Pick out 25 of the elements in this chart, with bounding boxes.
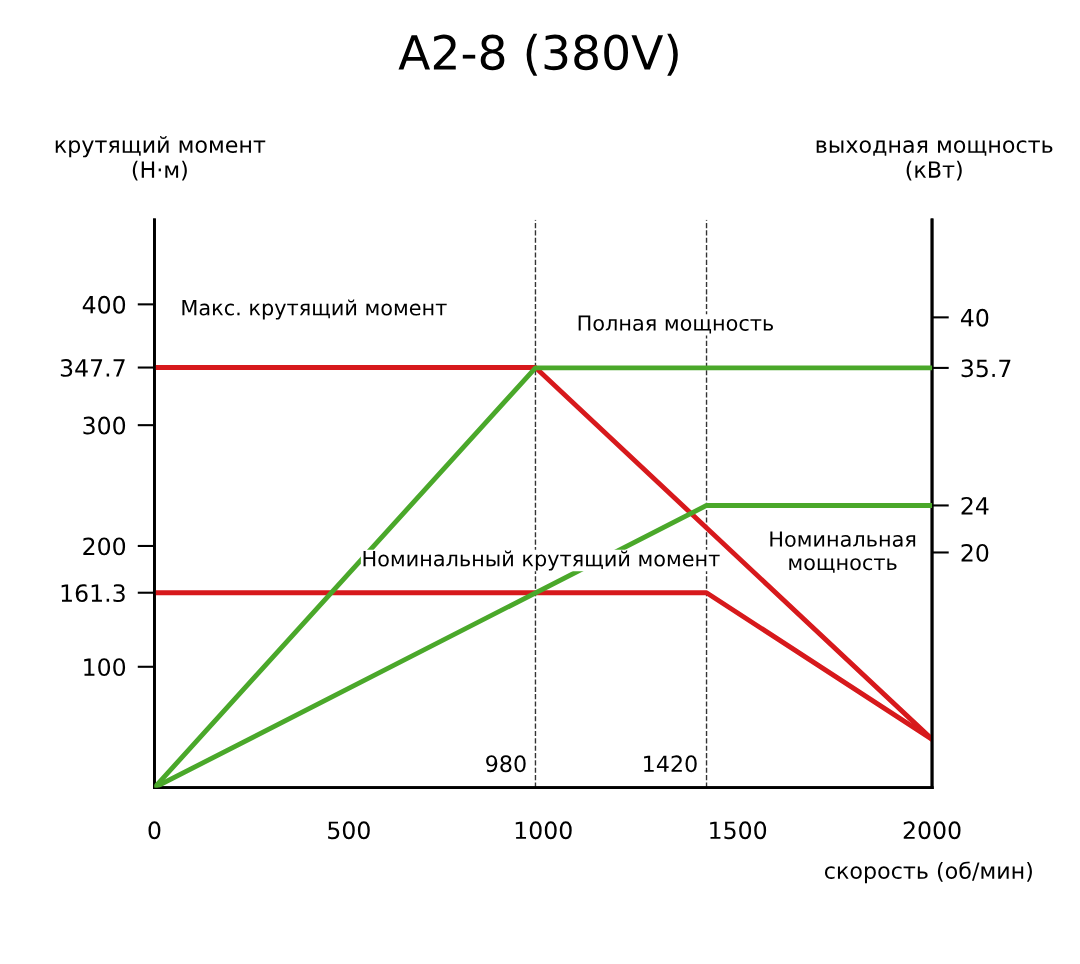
y-tick-label: 300 bbox=[83, 416, 126, 435]
x-axis-title: скорость (об/мин) bbox=[824, 861, 1032, 884]
annotation: Полная мощность bbox=[578, 315, 773, 334]
x-tick-label: 1000 bbox=[515, 821, 572, 840]
x-tick-label: 500 bbox=[328, 821, 370, 840]
x-tick-label: 1500 bbox=[710, 821, 767, 840]
y2-tick-label: 35.7 bbox=[961, 359, 1011, 378]
y-tick-label: 100 bbox=[84, 658, 126, 677]
x-tick-label: 2000 bbox=[903, 821, 961, 840]
y-tick-label: 347.7 bbox=[60, 358, 125, 377]
ref-line-label: 1420 bbox=[644, 755, 697, 773]
annotation: Макс. крутящий момент bbox=[182, 299, 447, 320]
y2-tick-label: 20 bbox=[961, 543, 989, 562]
y-tick-label: 161.3 bbox=[61, 584, 125, 603]
y2-tick-label: 40 bbox=[960, 308, 989, 327]
ref-line-label: 980 bbox=[486, 755, 526, 773]
y-tick-label: 400 bbox=[82, 295, 126, 314]
annotation: Номинальный крутящий момент bbox=[363, 550, 720, 571]
x-tick-label: 0 bbox=[148, 821, 161, 840]
y2-tick-label: 24 bbox=[961, 496, 989, 515]
y-axis-title: крутящий момент (Н·м) bbox=[55, 135, 266, 181]
y-tick-label: 200 bbox=[83, 537, 126, 556]
annotation: Номинальная мощность bbox=[770, 531, 916, 573]
y2-axis-title: выходная мощность (кВт) bbox=[816, 140, 1053, 181]
chart-title: A2-8 (380V) bbox=[398, 33, 678, 76]
